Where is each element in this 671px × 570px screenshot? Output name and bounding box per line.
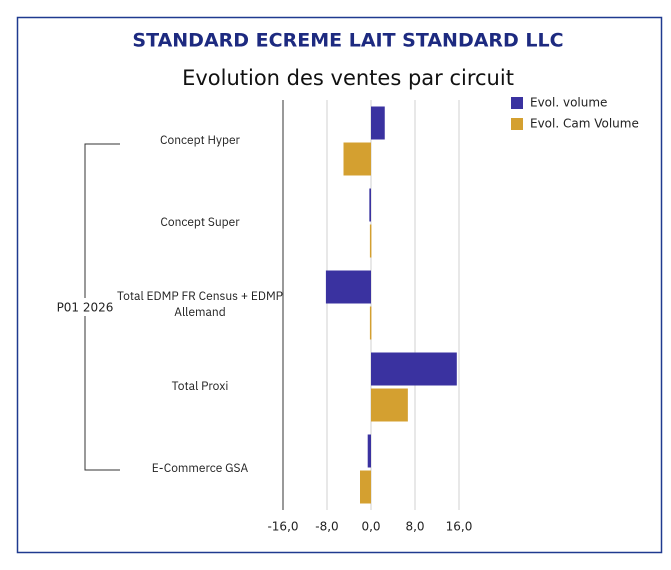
bar [343, 142, 371, 176]
chart-subtitle: Evolution des ventes par circuit [182, 66, 514, 90]
category-label: Concept Hyper [160, 133, 240, 148]
x-tick-label: 0,0 [361, 520, 380, 534]
group-label-bg [50, 298, 120, 316]
legend-label: Evol. volume [530, 96, 607, 110]
x-tick-label: 8,0 [405, 520, 424, 534]
bar [369, 306, 372, 340]
category-label: Concept Super [160, 215, 240, 230]
category-label: Total EDMP FR Census + EDMP Allemand [117, 289, 283, 320]
bar [371, 388, 408, 422]
bar [371, 352, 457, 386]
bar [367, 434, 371, 468]
category-label: Total Proxi [171, 379, 229, 394]
group-label: P01 2026 [57, 301, 114, 315]
bar [371, 106, 385, 140]
bar [325, 270, 371, 304]
legend-swatch [511, 97, 523, 109]
legend-swatch [511, 118, 523, 130]
bar [369, 188, 371, 222]
bar [369, 224, 372, 258]
bar [360, 470, 371, 504]
x-tick-label: -16,0 [267, 520, 298, 534]
category-label: E-Commerce GSA [151, 461, 249, 476]
legend-label: Evol. Cam Volume [530, 117, 639, 131]
x-tick-label: 16,0 [446, 520, 473, 534]
chart-title: STANDARD ECREME LAIT STANDARD LLC [132, 30, 563, 52]
x-tick-label: -8,0 [315, 520, 338, 534]
